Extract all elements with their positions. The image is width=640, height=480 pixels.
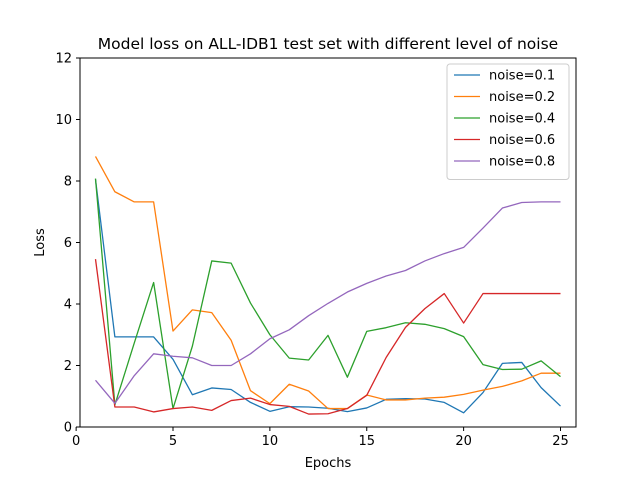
series-line-1: [94, 179, 561, 414]
y-tick-label: 6: [64, 236, 72, 251]
legend-entry-3: noise=0.4: [489, 112, 555, 127]
legend-entry-1: noise=0.1: [489, 69, 555, 84]
y-tick-label: 12: [55, 52, 72, 67]
y-tick-label: 4: [64, 298, 72, 313]
x-axis: 0 5 10 15 20 25: [72, 427, 569, 449]
y-axis-label: Loss: [33, 228, 48, 257]
series-line-2: [94, 156, 561, 410]
chart-title: Model loss on ALL-IDB1 test set with dif…: [98, 35, 558, 53]
plot-lines: [94, 156, 561, 415]
y-axis: 0 2 4 6 8 10 12: [55, 52, 80, 436]
y-tick-label: 0: [64, 421, 72, 436]
legend-entry-4: noise=0.6: [489, 133, 555, 148]
legend-entry-2: noise=0.2: [489, 90, 555, 105]
series-line-5: [95, 201, 561, 404]
x-axis-label: Epochs: [305, 456, 352, 471]
y-tick-label: 8: [64, 175, 72, 190]
legend-entry-5: noise=0.8: [489, 155, 555, 170]
series-line-4: [94, 259, 561, 415]
y-tick-label: 10: [55, 113, 72, 128]
x-tick-label: 0: [72, 434, 80, 449]
x-tick-label: 20: [455, 434, 472, 449]
x-tick-label: 15: [358, 434, 375, 449]
y-tick-label: 2: [64, 359, 72, 374]
x-tick-label: 5: [169, 434, 177, 449]
legend-box: [446, 63, 570, 180]
legend: noise=0.1 noise=0.2 noise=0.4 noise=0.6 nois…: [446, 63, 570, 180]
x-tick-label: 25: [552, 434, 569, 449]
x-tick-label: 10: [262, 434, 279, 449]
